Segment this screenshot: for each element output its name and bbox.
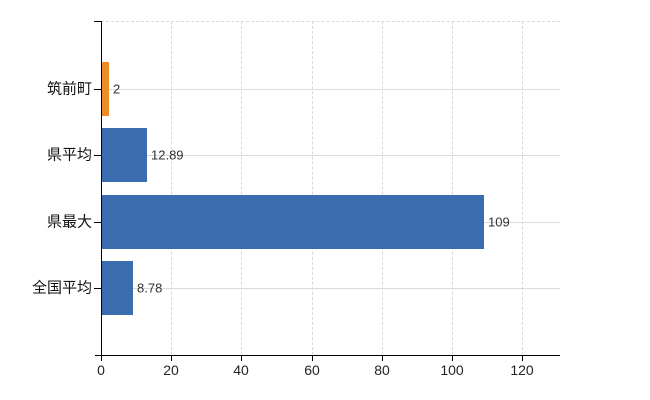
x-axis-tick-label: 100 [440, 362, 464, 378]
x-axis-tick [171, 355, 172, 361]
vertical-gridline [522, 21, 523, 355]
category-label: 県平均 [46, 146, 92, 164]
vertical-gridline [171, 21, 172, 355]
category-tick [94, 88, 101, 90]
bar-県平均 [102, 128, 147, 182]
x-axis-tick-label: 120 [510, 362, 534, 378]
x-axis-tick-label: 0 [97, 362, 105, 378]
category-label: 筑前町 [46, 80, 92, 97]
x-axis-tick [101, 355, 102, 361]
x-axis-tick-label: 40 [233, 362, 249, 378]
category-tick [94, 155, 101, 156]
category-label: 全国平均 [31, 279, 92, 297]
category-tick [94, 221, 101, 223]
bar-筑前町 [102, 62, 109, 116]
vertical-gridline [452, 21, 453, 355]
category-gridline [101, 288, 560, 289]
y-axis-line [101, 21, 102, 355]
vertical-gridline [382, 21, 383, 355]
category-tick [94, 288, 101, 289]
plot-area: 2 12.89 109 8.78 [101, 21, 560, 355]
x-axis-line [95, 355, 560, 356]
bar-全国平均 [102, 261, 133, 315]
x-axis-tick [452, 355, 453, 361]
bar-value-label: 2 [113, 81, 121, 96]
x-axis-tick [312, 355, 313, 361]
bar-value-label: 8.78 [137, 280, 163, 296]
bar-value-label: 12.89 [151, 147, 184, 163]
bar-value-label: 109 [488, 214, 510, 229]
category-gridline [101, 88, 560, 90]
y-axis-top-tick [94, 21, 101, 22]
x-axis-tick [382, 355, 383, 361]
category-label: 県最大 [46, 213, 92, 230]
x-axis-tick-label: 80 [374, 362, 390, 378]
bar-県最大 [102, 195, 484, 249]
x-axis-tick [241, 355, 242, 361]
vertical-gridline [312, 21, 313, 355]
x-axis-tick-label: 20 [163, 362, 179, 378]
plot-top-border [101, 21, 560, 22]
vertical-gridline [241, 21, 242, 355]
category-gridline [101, 155, 560, 156]
x-axis-tick [522, 355, 523, 361]
x-axis-tick-label: 60 [304, 362, 320, 378]
